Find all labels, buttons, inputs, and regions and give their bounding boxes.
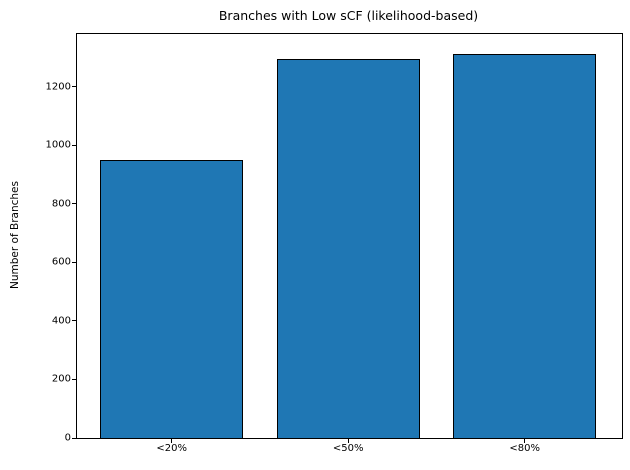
chart-title: Branches with Low sCF (likelihood-based) [218,8,479,23]
y-tick-label: 1200 [45,81,71,93]
y-tick-mark [72,86,76,88]
bar [100,159,244,438]
y-tick-mark [72,144,76,146]
bar [276,58,420,438]
y-tick-label: 200 [51,373,71,385]
x-tick-label: <80% [509,443,540,454]
x-tick-mark [171,439,173,443]
y-axis-label: Number of Branches [9,181,21,289]
x-tick-mark [347,439,349,443]
y-tick-label: 400 [51,315,71,327]
y-tick-mark [72,320,76,322]
x-tick-label: <50% [332,443,364,454]
x-tick-label: <20% [156,443,187,454]
y-tick-mark [72,261,76,263]
y-tick-label: 1000 [45,139,71,151]
y-tick-label: 600 [51,256,71,268]
plot-area: 0 200 400 600 800 1000 1200 <20% <50% <80% [46,33,623,454]
y-tick-label: 800 [51,198,71,210]
y-tick-mark [72,378,76,380]
y-tick-mark [72,437,76,439]
y-tick-label: 0 [64,432,71,444]
bar [453,53,597,438]
y-tick-mark [72,203,76,205]
x-tick-mark [524,439,526,443]
